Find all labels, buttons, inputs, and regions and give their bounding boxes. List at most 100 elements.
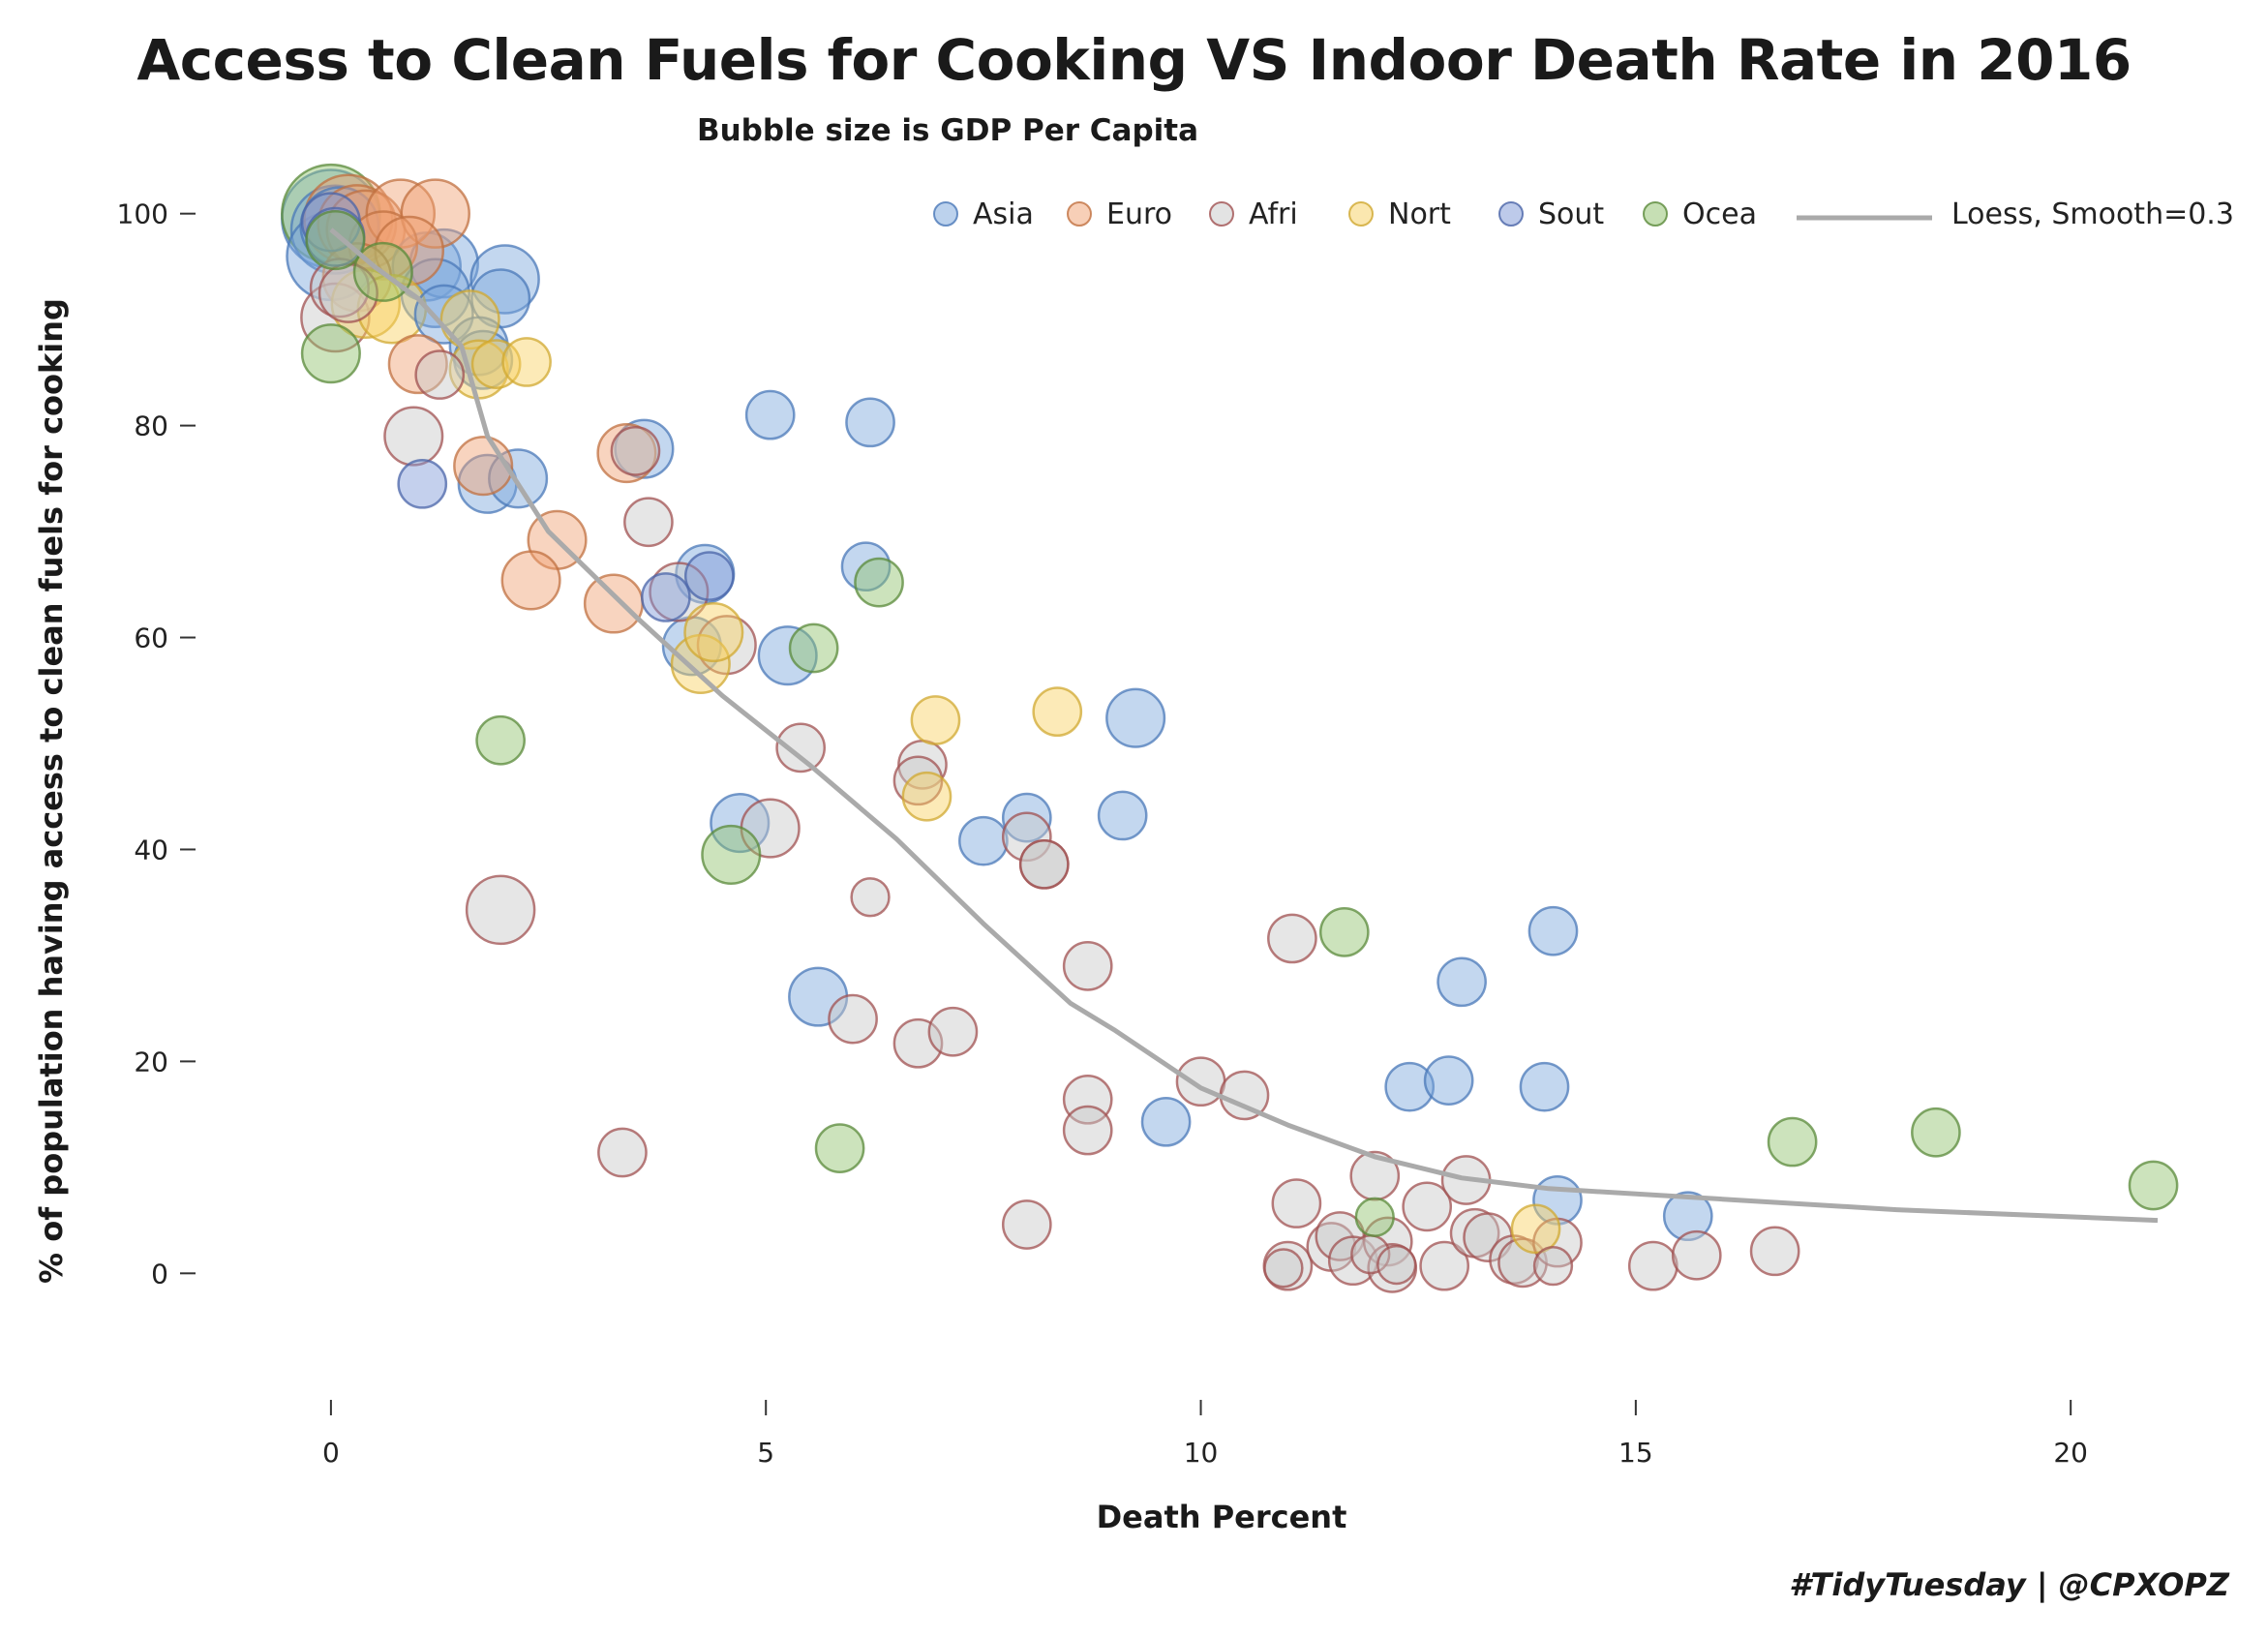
bubble-ocea xyxy=(1354,1197,1395,1237)
bubble-ocea xyxy=(475,714,526,766)
bubble-afri xyxy=(1671,1229,1722,1281)
bubble-afri xyxy=(1001,811,1052,863)
bubble-nort xyxy=(1032,686,1083,738)
bubble-ocea xyxy=(854,557,904,608)
legend-label-euro: Euro xyxy=(1106,197,1172,231)
bubble-asia xyxy=(1423,1055,1474,1106)
bubble-nort xyxy=(683,602,744,663)
y-tick-label: 60 xyxy=(134,622,168,654)
x-tick-label: 15 xyxy=(1618,1437,1653,1469)
chart-title: Access to Clean Fuels for Cooking VS Ind… xyxy=(136,27,2132,93)
bubble-sout xyxy=(397,458,448,509)
bubble-asia xyxy=(1384,1061,1436,1112)
bubble-afri xyxy=(775,722,827,774)
bubble-afri xyxy=(1062,1074,1113,1125)
bubble-asia xyxy=(1436,956,1487,1008)
bubble-afri xyxy=(1349,1150,1401,1201)
bubble-afri xyxy=(1175,1056,1226,1107)
x-tick-label: 10 xyxy=(1184,1437,1219,1469)
bubble-afri xyxy=(1062,1105,1113,1156)
bubble-asia xyxy=(614,418,675,479)
bubble-ocea xyxy=(305,209,366,271)
bubble-asia xyxy=(1662,1191,1713,1242)
bubble-afri xyxy=(1376,1244,1417,1286)
legend-marker-nort xyxy=(1348,201,1374,227)
bubble-afri xyxy=(1362,1216,1413,1267)
bubble-asia xyxy=(1105,687,1166,748)
bubble-afri xyxy=(383,406,444,467)
bubble-nort xyxy=(910,695,961,745)
x-tick-label: 5 xyxy=(757,1437,774,1469)
y-tick-label: 40 xyxy=(134,834,168,865)
y-tick-label: 0 xyxy=(151,1258,168,1289)
bubble-afri xyxy=(623,497,674,548)
y-tick-label: 20 xyxy=(134,1046,168,1077)
bubble-afri xyxy=(927,1006,979,1057)
bubble-nort xyxy=(501,337,552,387)
bubble-euro xyxy=(500,550,561,611)
bubble-afri xyxy=(1419,1240,1470,1291)
bubble-asia xyxy=(958,815,1009,866)
bubble-afri xyxy=(597,1127,648,1178)
bubble-afri xyxy=(465,874,536,946)
x-tick-label: 0 xyxy=(322,1437,340,1469)
legend-label-nort: Nort xyxy=(1388,197,1451,231)
bubble-euro xyxy=(400,178,470,249)
bubble-nort xyxy=(1510,1203,1561,1255)
bubble-nort xyxy=(439,289,500,350)
bubble-afri xyxy=(1271,1178,1322,1228)
legend-marker-ocea xyxy=(1643,201,1668,227)
y-tick-label: 80 xyxy=(134,410,168,442)
bubble-ocea xyxy=(701,824,762,885)
y-axis-title: % of population having access to clean f… xyxy=(33,298,70,1284)
bubble-asia xyxy=(1140,1096,1192,1147)
bubble-afri xyxy=(649,561,710,622)
legend-label-asia: Asia xyxy=(973,197,1034,231)
bubble-afri xyxy=(1532,1246,1574,1287)
bubble-ocea xyxy=(1318,906,1370,957)
bubble-asia xyxy=(744,389,796,440)
legend-label-sout: Sout xyxy=(1538,197,1604,231)
x-tick-label: 20 xyxy=(2053,1437,2088,1469)
loess-line xyxy=(329,228,2159,1224)
legend-marker-afri xyxy=(1209,201,1234,227)
bubble-afri xyxy=(1263,1248,1304,1289)
legend-marker-euro xyxy=(1067,201,1092,227)
bubble-ocea xyxy=(814,1123,865,1174)
bubble-ocea xyxy=(788,622,839,674)
bubble-nort xyxy=(670,633,731,694)
bubble-asia xyxy=(840,541,892,592)
bubble-afri xyxy=(828,993,878,1045)
bubble-afri xyxy=(850,877,891,918)
bubbles xyxy=(281,163,2179,1293)
bubble-afri xyxy=(1062,941,1113,991)
bubble-afri xyxy=(1463,1212,1513,1262)
bubble-asia xyxy=(413,284,474,345)
bubble-sout xyxy=(683,551,735,601)
bubble-nort xyxy=(901,771,953,822)
bubble-euro xyxy=(453,436,514,497)
bubble-afri xyxy=(892,755,944,806)
bubble-euro xyxy=(583,573,645,634)
legend: Asia Euro Afri Nort Sout Ocea Loess, Smooth=0.… xyxy=(933,197,2234,231)
bubble-afri xyxy=(1749,1226,1800,1277)
legend-label-ocea: Ocea xyxy=(1682,197,1757,231)
bubble-afri xyxy=(1001,1199,1052,1250)
bubble-afri xyxy=(318,262,378,323)
x-axis-title: Death Percent xyxy=(1097,1499,1347,1535)
axes: 0 5 10 15 20 0 20 40 60 80 100 xyxy=(117,198,2088,1469)
legend-label-loess: Loess, Smooth=0.3 xyxy=(1951,197,2234,231)
bubble-afri xyxy=(1627,1240,1678,1291)
bubble-asia xyxy=(1519,1061,1570,1112)
bubble-asia xyxy=(1097,790,1148,841)
bubble-afri xyxy=(1402,1181,1453,1232)
bubble-afri xyxy=(414,349,466,400)
loess-smooth-line xyxy=(329,228,2159,1224)
y-tick-label: 100 xyxy=(117,198,168,230)
bubble-ocea xyxy=(300,323,361,384)
legend-marker-asia xyxy=(933,201,958,227)
legend-marker-sout xyxy=(1498,201,1524,227)
bubble-afri xyxy=(610,426,661,476)
bubble-sout xyxy=(641,572,691,622)
